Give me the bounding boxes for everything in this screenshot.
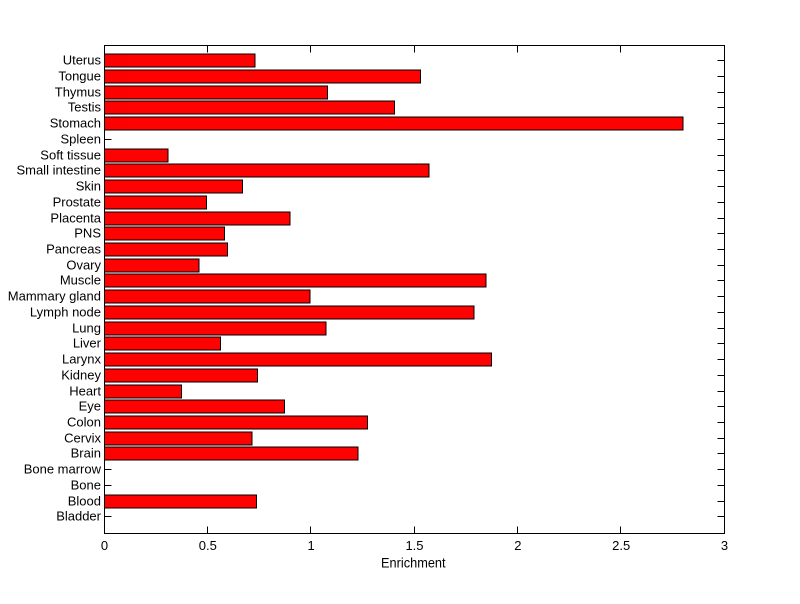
svg-text:Colon: Colon: [67, 415, 101, 430]
svg-text:Eye: Eye: [79, 399, 101, 414]
svg-text:Spleen: Spleen: [61, 132, 101, 147]
svg-text:Bladder: Bladder: [56, 509, 101, 524]
svg-text:Skin: Skin: [76, 179, 101, 194]
svg-text:Kidney: Kidney: [61, 368, 101, 383]
svg-text:1.5: 1.5: [405, 538, 423, 553]
svg-text:Small intestine: Small intestine: [16, 163, 101, 178]
svg-text:Bone marrow: Bone marrow: [24, 462, 102, 477]
svg-text:Stomach: Stomach: [50, 116, 101, 131]
svg-text:Lymph node: Lymph node: [30, 305, 101, 320]
svg-text:Enrichment: Enrichment: [381, 554, 446, 570]
svg-text:0: 0: [101, 538, 108, 553]
svg-text:Tongue: Tongue: [58, 69, 101, 84]
svg-text:Soft tissue: Soft tissue: [40, 148, 101, 163]
svg-text:3: 3: [721, 538, 728, 553]
svg-text:Larynx: Larynx: [62, 352, 102, 367]
svg-text:Blood: Blood: [68, 494, 101, 509]
svg-text:2.5: 2.5: [612, 538, 630, 553]
svg-text:Ovary: Ovary: [66, 258, 101, 273]
svg-text:1: 1: [308, 538, 315, 553]
svg-text:Testis: Testis: [68, 100, 102, 115]
svg-text:Thymus: Thymus: [55, 85, 102, 100]
svg-text:Brain: Brain: [71, 446, 101, 461]
svg-text:Lung: Lung: [72, 321, 101, 336]
svg-text:Bone: Bone: [71, 478, 101, 493]
svg-text:0.5: 0.5: [199, 538, 217, 553]
svg-text:PNS: PNS: [74, 226, 101, 241]
svg-text:Mammary gland: Mammary gland: [8, 289, 101, 304]
svg-text:Placenta: Placenta: [50, 211, 101, 226]
svg-text:Cervix: Cervix: [64, 431, 101, 446]
svg-text:Liver: Liver: [73, 336, 102, 351]
svg-text:Uterus: Uterus: [63, 53, 102, 68]
svg-text:Muscle: Muscle: [60, 273, 101, 288]
svg-text:Heart: Heart: [69, 384, 101, 399]
svg-text:Pancreas: Pancreas: [46, 242, 101, 257]
svg-text:2: 2: [514, 538, 521, 553]
svg-text:Prostate: Prostate: [53, 195, 101, 210]
